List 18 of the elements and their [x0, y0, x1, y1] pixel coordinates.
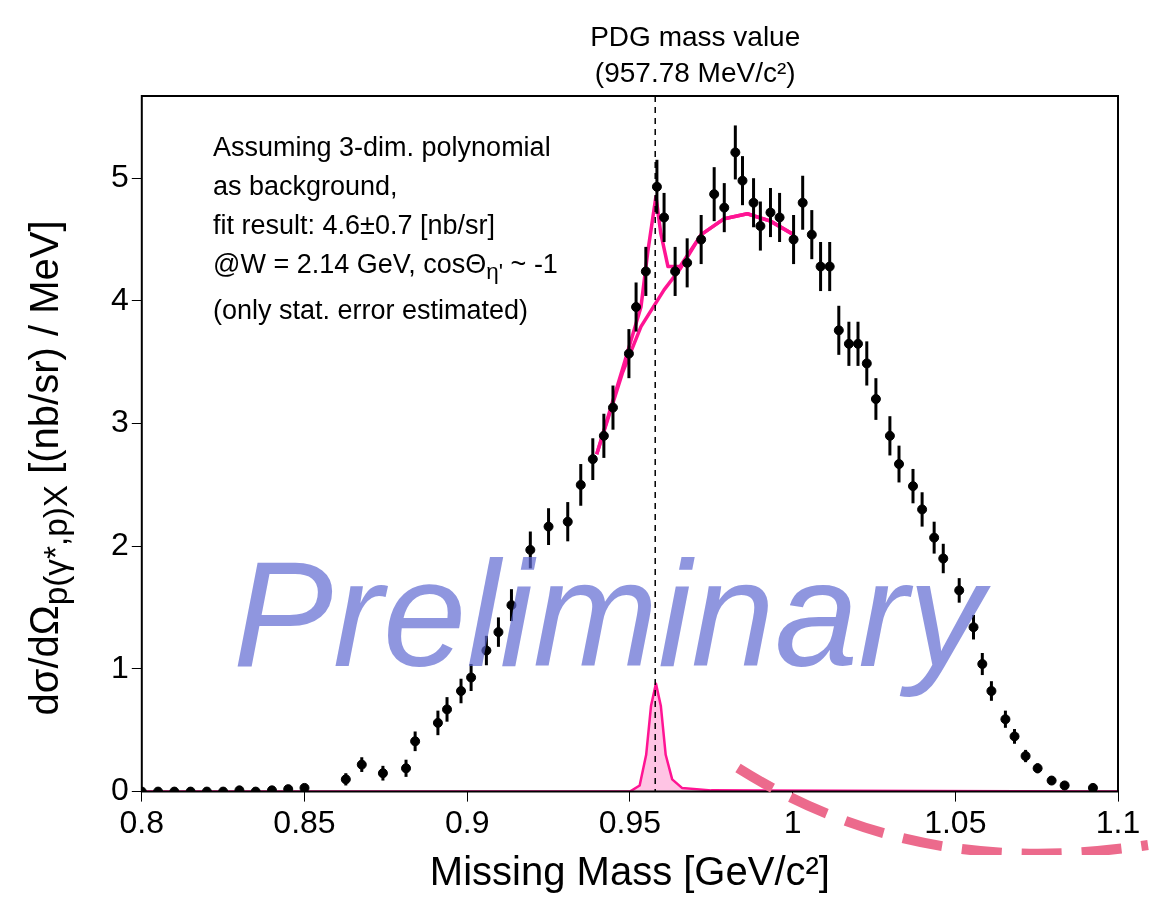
x-tick-label: 1.05	[924, 803, 987, 840]
x-tick-label: 1.1	[1095, 803, 1141, 840]
y-tick-label: 5	[111, 158, 129, 195]
x-axis-title: Missing Mass [GeV/c²]	[429, 849, 830, 894]
x-tick-label: 0.9	[444, 803, 490, 840]
annotation: as background,	[213, 170, 399, 203]
annotation: (only stat. error estimated)	[213, 294, 530, 328]
y-tick-label: 3	[111, 403, 129, 440]
x-tick-label: 0.95	[598, 803, 662, 840]
y-tick-label: 2	[111, 526, 129, 563]
annotation: Assuming 3-dim. polynomial	[213, 131, 552, 164]
y-tick-label: 1	[111, 648, 129, 685]
x-tick-label: 1	[783, 803, 802, 840]
ref-line-label: PDG mass value (957.78 MeV/c²)	[590, 20, 801, 88]
annotation: @W = 2.14 GeV, cosΘ$_{η'}$ ~ -1	[213, 248, 558, 287]
annotation: fit result: 4.6±0.7 [nb/sr]	[213, 209, 496, 242]
x-tick-label: 0.85	[273, 803, 336, 840]
y-tick-label: 4	[111, 280, 129, 317]
